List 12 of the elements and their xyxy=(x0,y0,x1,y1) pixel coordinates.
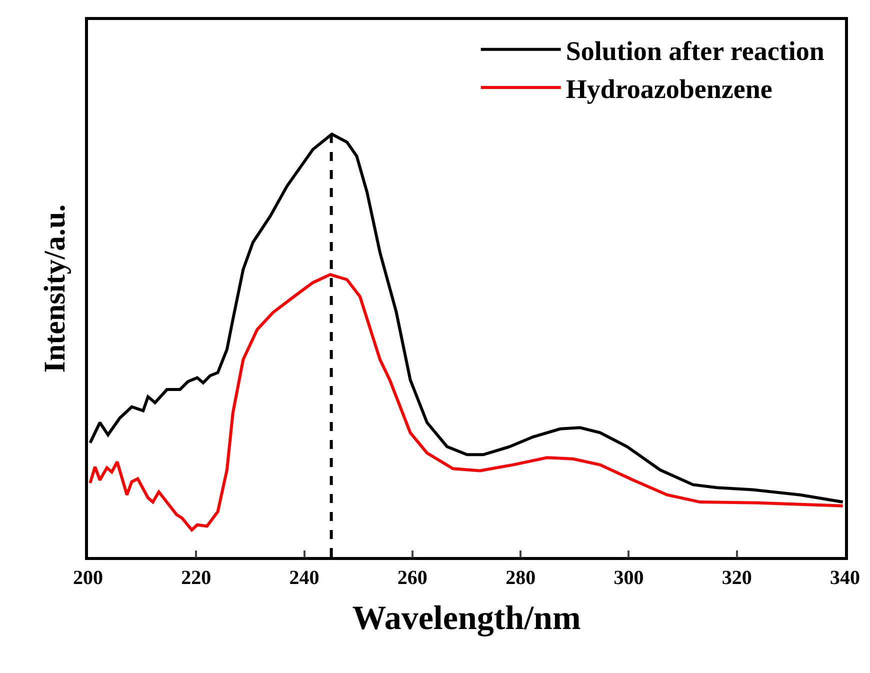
x-tick-label: 280 xyxy=(506,566,536,589)
x-tick-label: 340 xyxy=(830,566,860,589)
legend-label: Hydroazobenzene xyxy=(566,74,772,104)
x-tick-label: 220 xyxy=(181,566,212,589)
x-axis-title: Wavelength/nm xyxy=(352,600,581,638)
legend-label: Solution after reaction xyxy=(566,36,824,66)
x-tick-label: 320 xyxy=(722,566,752,589)
x-tick-label: 260 xyxy=(397,566,428,589)
x-tick-label: 240 xyxy=(289,566,320,589)
x-tick-label: 200 xyxy=(73,566,103,589)
x-tick-label: 300 xyxy=(614,566,644,589)
y-axis-title: Intensity/a.u. xyxy=(38,204,72,373)
